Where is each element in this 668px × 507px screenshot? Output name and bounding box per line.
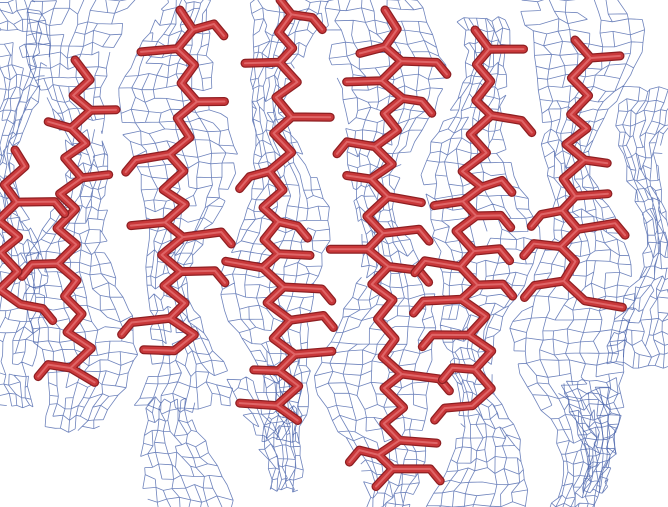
page: (() => { const data = JSON.parse(documen… (0, 0, 668, 507)
density-map-image (0, 0, 668, 507)
